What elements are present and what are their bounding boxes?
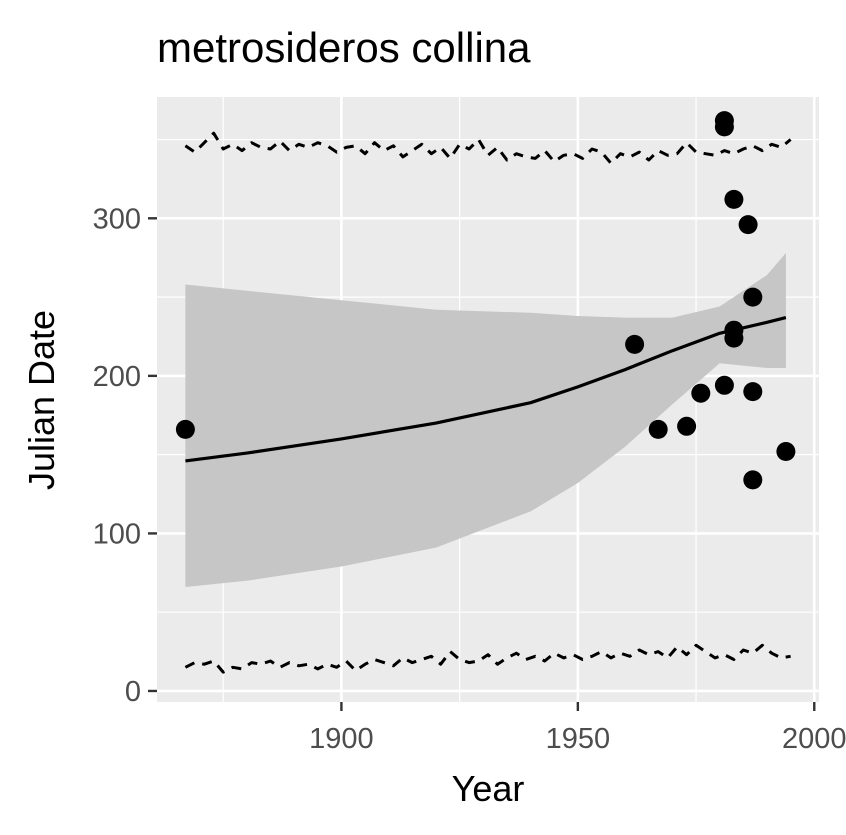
- y-tick-label: 0: [125, 676, 141, 708]
- dashed-series-layer: [184, 131, 792, 674]
- x-tick-label: 2000: [782, 723, 846, 755]
- data-point: [175, 419, 195, 439]
- axis-layer: 0 100 200 300 1900 1950 2000: [93, 203, 846, 755]
- grid-layer: [157, 97, 819, 702]
- y-axis-title: Julian Date: [21, 310, 62, 490]
- data-point: [743, 470, 763, 490]
- lower-dashed-line: [184, 643, 791, 674]
- data-point: [691, 383, 711, 403]
- data-point: [724, 189, 744, 209]
- x-tick-label: 1950: [546, 723, 611, 755]
- x-axis-title: Year: [452, 768, 525, 809]
- data-point: [776, 442, 796, 461]
- data-point: [714, 111, 734, 131]
- points-layer: [175, 111, 796, 490]
- data-point: [743, 382, 763, 402]
- data-point: [724, 328, 744, 348]
- chart-title: metrosideros collina: [157, 24, 531, 71]
- data-point: [714, 375, 734, 395]
- data-point: [648, 419, 668, 439]
- y-tick-label: 300: [93, 203, 141, 235]
- x-tick-label: 1900: [309, 723, 374, 755]
- y-tick-label: 200: [93, 361, 141, 393]
- y-tick-label: 100: [93, 518, 141, 550]
- data-point: [625, 334, 645, 354]
- data-point: [743, 287, 763, 307]
- data-point: [677, 416, 697, 436]
- upper-dashed-line: [184, 131, 792, 165]
- data-point: [738, 215, 758, 235]
